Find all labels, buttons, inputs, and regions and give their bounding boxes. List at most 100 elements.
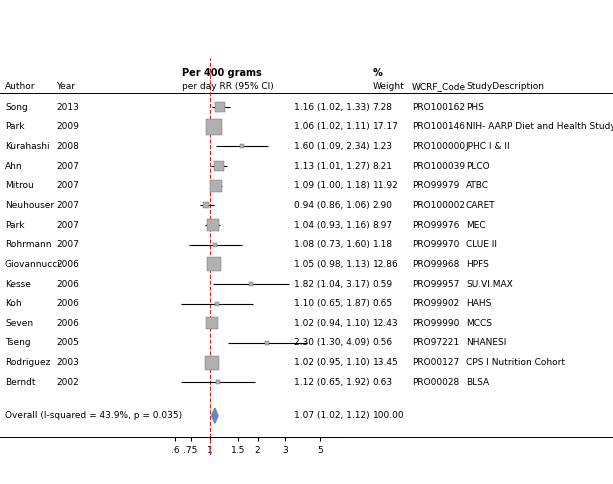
Text: CARET: CARET	[466, 201, 495, 210]
Text: 1.06 (1.02, 1.11): 1.06 (1.02, 1.11)	[294, 122, 370, 131]
Text: CPS I Nutrition Cohort: CPS I Nutrition Cohort	[466, 358, 565, 367]
Text: Rodriguez: Rodriguez	[5, 358, 50, 367]
Text: MCCS: MCCS	[466, 319, 492, 328]
Text: 1.12 (0.65, 1.92): 1.12 (0.65, 1.92)	[294, 378, 370, 387]
Text: 2002: 2002	[56, 378, 79, 387]
Text: 1.02 (0.94, 1.10): 1.02 (0.94, 1.10)	[294, 319, 370, 328]
Text: PRO100146: PRO100146	[412, 122, 465, 131]
Text: %: %	[373, 68, 383, 78]
Text: SU.VI.MAX: SU.VI.MAX	[466, 280, 512, 288]
Text: 13.45: 13.45	[373, 358, 398, 367]
Text: 1.08 (0.73, 1.60): 1.08 (0.73, 1.60)	[294, 240, 370, 249]
Text: HAHS: HAHS	[466, 299, 491, 308]
Text: Ahn: Ahn	[5, 162, 23, 171]
Polygon shape	[211, 408, 218, 423]
Text: 1.04 (0.93, 1.16): 1.04 (0.93, 1.16)	[294, 221, 370, 229]
Text: 2007: 2007	[56, 182, 79, 190]
Text: Park: Park	[5, 122, 25, 131]
Text: 12.43: 12.43	[373, 319, 398, 328]
Text: Year: Year	[56, 82, 75, 91]
Text: 2007: 2007	[56, 221, 79, 229]
Text: 1.23: 1.23	[373, 142, 393, 151]
Text: PLCO: PLCO	[466, 162, 490, 171]
Text: 1.18: 1.18	[373, 240, 393, 249]
Text: Tseng: Tseng	[5, 338, 31, 348]
Text: Seven: Seven	[5, 319, 33, 328]
Text: PRO00028: PRO00028	[412, 378, 459, 387]
Text: per day RR (95% CI): per day RR (95% CI)	[182, 82, 274, 91]
Text: Giovannucci: Giovannucci	[5, 260, 61, 269]
Text: 17.17: 17.17	[373, 122, 398, 131]
Text: 2005: 2005	[56, 338, 79, 348]
Text: 12.86: 12.86	[373, 260, 398, 269]
Text: 2007: 2007	[56, 201, 79, 210]
Text: 2003: 2003	[56, 358, 79, 367]
Text: PRO99979: PRO99979	[412, 182, 459, 190]
Text: 0.94 (0.86, 1.06): 0.94 (0.86, 1.06)	[294, 201, 370, 210]
Text: 8.21: 8.21	[373, 162, 393, 171]
Text: Park: Park	[5, 221, 25, 229]
Text: PRO99902: PRO99902	[412, 299, 459, 308]
Text: CLUE II: CLUE II	[466, 240, 497, 249]
Text: WCRF_Code: WCRF_Code	[412, 82, 466, 91]
Text: MEC: MEC	[466, 221, 485, 229]
Text: 11.92: 11.92	[373, 182, 398, 190]
Text: 8.97: 8.97	[373, 221, 393, 229]
Text: 0.63: 0.63	[373, 378, 393, 387]
Text: 0.56: 0.56	[373, 338, 393, 348]
Text: 100.00: 100.00	[373, 411, 405, 420]
Text: BLSA: BLSA	[466, 378, 489, 387]
Text: PRO100000: PRO100000	[412, 142, 465, 151]
Text: NIH- AARP Diet and Health Study: NIH- AARP Diet and Health Study	[466, 122, 613, 131]
Text: 2007: 2007	[56, 162, 79, 171]
Text: 2013: 2013	[56, 103, 79, 112]
Text: PRO99976: PRO99976	[412, 221, 459, 229]
Text: 2009: 2009	[56, 122, 79, 131]
Text: PRO00127: PRO00127	[412, 358, 459, 367]
Text: 7.28: 7.28	[373, 103, 393, 112]
Text: 2008: 2008	[56, 142, 79, 151]
Text: 2006: 2006	[56, 299, 79, 308]
Text: Rohrmann: Rohrmann	[5, 240, 51, 249]
Text: 1.09 (1.00, 1.18): 1.09 (1.00, 1.18)	[294, 182, 370, 190]
Text: PRO99970: PRO99970	[412, 240, 459, 249]
Text: 2.30 (1.30, 4.09): 2.30 (1.30, 4.09)	[294, 338, 370, 348]
Text: PRO99968: PRO99968	[412, 260, 459, 269]
Text: Neuhouser: Neuhouser	[5, 201, 54, 210]
Text: 2006: 2006	[56, 319, 79, 328]
Text: Overall (I-squared = 43.9%, p = 0.035): Overall (I-squared = 43.9%, p = 0.035)	[5, 411, 182, 420]
Text: 1.10 (0.65, 1.87): 1.10 (0.65, 1.87)	[294, 299, 370, 308]
Text: 2006: 2006	[56, 280, 79, 288]
Text: PHS: PHS	[466, 103, 484, 112]
Text: 1.60 (1.09, 2.34): 1.60 (1.09, 2.34)	[294, 142, 370, 151]
Text: Mitrou: Mitrou	[5, 182, 34, 190]
Text: StudyDescription: StudyDescription	[466, 82, 544, 91]
Text: Kesse: Kesse	[5, 280, 31, 288]
Text: Berndt: Berndt	[5, 378, 36, 387]
Text: JPHC I & II: JPHC I & II	[466, 142, 511, 151]
Text: PRO100039: PRO100039	[412, 162, 465, 171]
Text: 2006: 2006	[56, 260, 79, 269]
Text: 1.05 (0.98, 1.13): 1.05 (0.98, 1.13)	[294, 260, 370, 269]
Text: 1.82 (1.04, 3.17): 1.82 (1.04, 3.17)	[294, 280, 370, 288]
Text: HPFS: HPFS	[466, 260, 489, 269]
Text: 1.16 (1.02, 1.33): 1.16 (1.02, 1.33)	[294, 103, 370, 112]
Text: 2.90: 2.90	[373, 201, 393, 210]
Text: Koh: Koh	[5, 299, 21, 308]
Text: Author: Author	[5, 82, 36, 91]
Text: 1.07 (1.02, 1.12): 1.07 (1.02, 1.12)	[294, 411, 370, 420]
Text: NHANESI: NHANESI	[466, 338, 506, 348]
Text: PRO99990: PRO99990	[412, 319, 459, 328]
Text: 1.02 (0.95, 1.10): 1.02 (0.95, 1.10)	[294, 358, 370, 367]
Text: 2007: 2007	[56, 240, 79, 249]
Text: Per 400 grams: Per 400 grams	[182, 68, 262, 78]
Text: Kurahashi: Kurahashi	[5, 142, 50, 151]
Text: 0.65: 0.65	[373, 299, 393, 308]
Text: PRO97221: PRO97221	[412, 338, 459, 348]
Text: PRO100162: PRO100162	[412, 103, 465, 112]
Text: 0.59: 0.59	[373, 280, 393, 288]
Text: Song: Song	[5, 103, 28, 112]
Text: Weight: Weight	[373, 82, 405, 91]
Text: 1.13 (1.01, 1.27): 1.13 (1.01, 1.27)	[294, 162, 370, 171]
Text: PRO99957: PRO99957	[412, 280, 459, 288]
